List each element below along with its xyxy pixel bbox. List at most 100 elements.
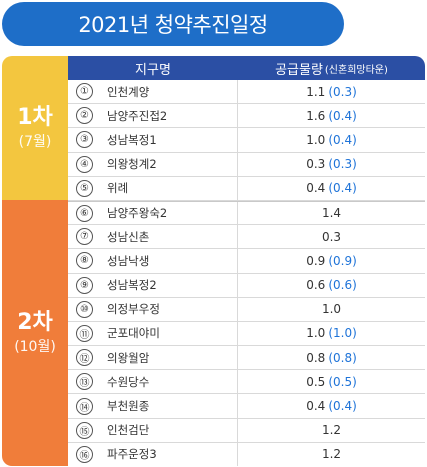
supply-value: 0.3 (306, 157, 326, 172)
table-row: ⑨ 성남복정2 0.6 (0.6) (68, 273, 425, 298)
row-number-badge: ⑫ (76, 349, 93, 367)
supply-value: 0.5 (306, 374, 326, 389)
district-name: 위례 (107, 181, 129, 196)
district-cell: ⑥ 남양주왕숙2 (68, 201, 238, 225)
supply-cell: 0.6 (0.6) (238, 274, 425, 297)
header-supply: 공급물량 (신혼희망타운) (238, 56, 425, 80)
newlywed-value: (0.4) (328, 181, 357, 196)
phase-2-label: 2차 (10월) (2, 200, 68, 466)
district-cell: ⑩ 의정부우정 (68, 297, 238, 321)
header-district: 지구명 (135, 62, 171, 78)
supply-cell: 0.9 (0.9) (238, 249, 425, 272)
supply-cell: 1.0 (0.4) (238, 128, 425, 151)
row-number-badge: ⑨ (76, 276, 93, 294)
district-cell: ⑤ 위례 (68, 176, 238, 200)
supply-value: 0.4 (306, 399, 326, 414)
district-name: 성남낙생 (107, 253, 150, 268)
row-number-badge: ⑭ (76, 397, 93, 415)
district-name: 부천원종 (107, 399, 150, 414)
table-row: ⑥ 남양주왕숙2 1.4 (68, 200, 425, 226)
table-header: 지구명 공급물량 (신혼희망타운) (68, 56, 425, 80)
supply-value: 1.0 (306, 132, 326, 147)
supply-cell: 1.2 (238, 419, 425, 442)
supply-value: 0.4 (306, 181, 326, 196)
supply-cell: 1.2 (238, 443, 425, 466)
row-number-badge: ⑤ (76, 179, 93, 197)
row-number-badge: ⑮ (76, 421, 93, 439)
supply-cell: 0.8 (0.8) (238, 346, 425, 369)
supply-cell: 0.3 (0.3) (238, 153, 425, 176)
table-row: ② 남양주진접2 1.6 (0.4) (68, 104, 425, 129)
supply-value: 1.0 (321, 302, 342, 317)
district-cell: ③ 성남복정1 (68, 128, 238, 152)
district-name: 의정부우정 (107, 302, 160, 317)
table-row: ⑩ 의정부우정 1.0 (68, 297, 425, 322)
district-cell: ⑦ 성남신촌 (68, 225, 238, 249)
district-cell: ⑫ 의왕월암 (68, 346, 238, 370)
header-supply-label: 공급물량 (275, 62, 323, 78)
newlywed-value: (0.4) (328, 399, 357, 414)
header-supply-sub: (신혼희망타운) (324, 64, 388, 76)
table-body-area: 지구명 공급물량 (신혼희망타운) ① 인천계양 1.1 (0.3) ② 남양주진접2 1.… (68, 56, 425, 466)
district-name: 수원당수 (107, 374, 150, 389)
supply-value: 1.6 (306, 108, 326, 123)
supply-value: 1.4 (321, 206, 342, 221)
table-row: ⑧ 성남낙생 0.9 (0.9) (68, 249, 425, 274)
district-name: 남양주왕숙2 (107, 206, 168, 221)
table-rows: ① 인천계양 1.1 (0.3) ② 남양주진접2 1.6 (0.4) ③ 성남복정1 1.0 (0.… (68, 80, 425, 466)
table-row: ⑭ 부천원종 0.4 (0.4) (68, 394, 425, 419)
district-name: 인천계양 (107, 84, 150, 99)
district-cell: ⑮ 인천검단 (68, 418, 238, 442)
district-cell: ④ 의왕청계2 (68, 152, 238, 176)
page-title: 2021년 청약추진일정 (2, 2, 344, 46)
row-number-badge: ⑦ (76, 228, 93, 246)
supply-value: 1.0 (306, 326, 326, 341)
district-cell: ⑭ 부천원종 (68, 394, 238, 418)
phase-1-label: 1차 (7월) (2, 56, 68, 200)
newlywed-value: (0.8) (328, 350, 357, 365)
newlywed-value: (0.3) (328, 84, 357, 99)
row-number-badge: ⑯ (76, 445, 93, 463)
phase-1-month: (7월) (18, 134, 52, 150)
supply-cell: 1.1 (0.3) (238, 80, 425, 103)
row-number-badge: ① (76, 83, 93, 101)
phase-1-name: 1차 (17, 105, 53, 130)
schedule-table: 1차 (7월) 2차 (10월) 지구명 공급물량 (신혼희망타운) ① 인천계양… (2, 56, 425, 466)
supply-value: 0.6 (306, 278, 326, 293)
newlywed-value: (0.9) (328, 253, 357, 268)
supply-cell: 0.4 (0.4) (238, 177, 425, 200)
table-row: ⑤ 위례 0.4 (0.4) (68, 176, 425, 201)
supply-value: 1.2 (321, 423, 342, 438)
district-cell: ② 남양주진접2 (68, 104, 238, 128)
supply-value: 0.9 (306, 253, 326, 268)
district-name: 성남신촌 (107, 229, 150, 244)
supply-cell: 1.4 (238, 202, 425, 224)
district-cell: ① 인천계양 (68, 80, 238, 104)
newlywed-value: (0.5) (328, 374, 357, 389)
district-name: 남양주진접2 (107, 108, 168, 123)
table-row: ③ 성남복정1 1.0 (0.4) (68, 128, 425, 153)
district-cell: ⑧ 성남낙생 (68, 249, 238, 273)
table-row: ⑫ 의왕월암 0.8 (0.8) (68, 346, 425, 371)
district-name: 인천검단 (107, 423, 150, 438)
row-number-badge: ② (76, 107, 93, 125)
district-name: 성남복정1 (107, 132, 157, 147)
newlywed-value: (0.6) (328, 278, 357, 293)
table-row: ④ 의왕청계2 0.3 (0.3) (68, 152, 425, 177)
table-row: ⑪ 군포대야미 1.0 (1.0) (68, 321, 425, 347)
district-cell: ⑨ 성남복정2 (68, 273, 238, 297)
supply-value: 0.3 (321, 229, 342, 244)
newlywed-value: (0.4) (328, 108, 357, 123)
row-number-badge: ④ (76, 155, 93, 173)
phase-2-month: (10월) (14, 339, 56, 355)
table-row: ⑮ 인천검단 1.2 (68, 418, 425, 443)
newlywed-value: (0.4) (328, 132, 357, 147)
table-row: ⑦ 성남신촌 0.3 (68, 225, 425, 250)
district-name: 의왕청계2 (107, 157, 157, 172)
supply-cell: 1.0 (238, 298, 425, 321)
district-name: 군포대야미 (107, 326, 160, 341)
row-number-badge: ③ (76, 131, 93, 149)
supply-cell: 1.0 (1.0) (238, 322, 425, 345)
row-number-badge: ⑧ (76, 252, 93, 270)
supply-cell: 1.6 (0.4) (238, 104, 425, 127)
